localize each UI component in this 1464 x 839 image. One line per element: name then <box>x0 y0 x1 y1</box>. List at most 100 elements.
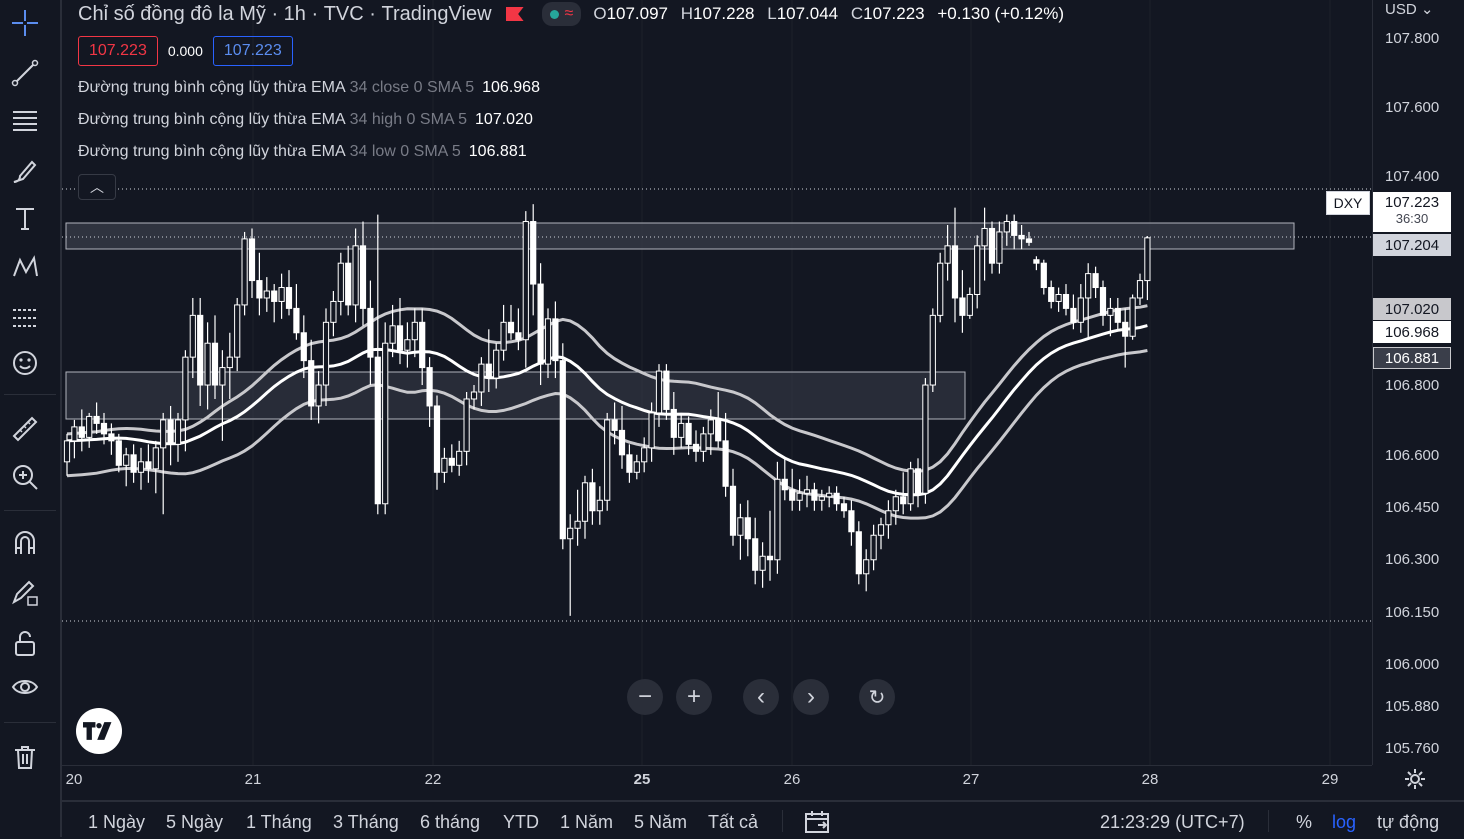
indicator-params: 34 high 0 SMA 5 <box>349 111 468 128</box>
reset-chart-button[interactable]: ↻ <box>859 679 895 715</box>
candle-body <box>663 370 670 410</box>
candle-body <box>123 454 130 466</box>
candle-body <box>152 447 159 470</box>
candle-body <box>574 520 581 529</box>
candle-body <box>271 290 278 302</box>
candle-body <box>670 408 677 438</box>
candle-body <box>781 478 788 491</box>
candle-body <box>493 349 500 379</box>
range-all[interactable]: Tất cả <box>708 812 759 832</box>
magnet-tool[interactable] <box>6 524 44 562</box>
symbol-header: Chỉ số đồng đô la Mỹ · 1h · TVC · Tradin… <box>78 2 1072 26</box>
range-1d[interactable]: 1 Ngày <box>88 812 146 832</box>
brush-tool[interactable] <box>6 152 44 190</box>
log-toggle[interactable]: log <box>1332 812 1357 832</box>
go-to-date-button[interactable] <box>804 810 830 834</box>
delete-tool[interactable] <box>6 738 44 776</box>
price-tick: 106.600 <box>1385 447 1440 464</box>
indicator-legend-ema-close[interactable]: Đường trung bình cộng lũy thừa EMA 34 clo… <box>78 79 540 97</box>
range-5d[interactable]: 5 Ngày <box>166 812 224 832</box>
bar-countdown: 36:30 <box>1395 211 1429 226</box>
indicator-legend-ema-high[interactable]: Đường trung bình cộng lũy thừa EMA 34 hig… <box>78 111 533 129</box>
ohlc-value: 107.223 <box>863 4 925 23</box>
candle-body <box>167 419 174 445</box>
text-tool[interactable] <box>6 200 44 238</box>
candle-body <box>914 468 922 494</box>
eye-icon <box>11 680 39 694</box>
bottom-separator <box>782 810 783 832</box>
ohlc-key: C <box>850 4 864 23</box>
lock-all-tool[interactable] <box>6 624 44 662</box>
range-6m[interactable]: 6 tháng <box>420 812 481 832</box>
crosshair-tool[interactable] <box>6 4 44 42</box>
clock[interactable]: 21:23:29 (UTC+7) <box>1100 812 1245 832</box>
percent-toggle[interactable]: % <box>1296 812 1313 832</box>
candle-body <box>1025 238 1033 243</box>
buy-button[interactable]: 107.223 <box>212 36 293 66</box>
auto-toggle[interactable]: tự động <box>1377 812 1440 832</box>
market-status-pill[interactable]: ≈ <box>541 2 582 26</box>
lock-drawing-tool[interactable] <box>6 574 44 612</box>
flag-icon[interactable] <box>505 7 524 21</box>
candle-body <box>655 370 663 414</box>
candle-body <box>722 440 729 487</box>
candle-body <box>789 489 796 501</box>
candle-body <box>382 342 389 505</box>
candle-body <box>345 262 352 306</box>
price-chart[interactable] <box>62 0 1372 765</box>
time-label: 27 <box>962 771 980 788</box>
candle-body <box>433 405 441 473</box>
zoom-in-button[interactable]: + <box>676 679 712 715</box>
candle-body <box>522 221 529 341</box>
hide-tool[interactable] <box>6 668 44 706</box>
zoom-out-button[interactable]: − <box>627 679 663 715</box>
pattern-tool[interactable] <box>6 248 44 286</box>
candle-body <box>959 297 966 316</box>
candle-body <box>322 321 330 386</box>
time-label: 22 <box>424 771 442 788</box>
currency-selector[interactable]: USD ⌄ <box>1385 0 1433 18</box>
range-1y[interactable]: 1 Năm <box>560 812 614 832</box>
sell-button[interactable]: 107.223 <box>78 36 158 66</box>
bottom-toolbar: 1 Ngày 5 Ngày 1 Tháng 3 Tháng 6 tháng YT… <box>62 800 1464 839</box>
candle-body <box>589 482 596 512</box>
candle-body <box>552 318 559 362</box>
candle-body <box>137 461 145 473</box>
trend-line-tool[interactable] <box>6 54 44 92</box>
scroll-right-button[interactable]: › <box>793 679 829 715</box>
candle-body <box>759 555 766 571</box>
candle-body <box>974 245 981 295</box>
range-ytd[interactable]: YTD <box>503 812 539 832</box>
range-5y[interactable]: 5 Năm <box>634 812 688 832</box>
indicator-legend-ema-low[interactable]: Đường trung bình cộng lũy thừa EMA 34 low… <box>78 143 527 161</box>
trade-buttons: 107.223 0.000 107.223 <box>78 36 293 66</box>
range-3m[interactable]: 3 Tháng <box>333 812 399 832</box>
candle-body <box>396 325 404 351</box>
chart-settings-button[interactable] <box>1402 766 1428 792</box>
candle-body <box>559 360 566 540</box>
forecast-tool[interactable] <box>6 298 44 336</box>
scroll-left-button[interactable]: ‹ <box>743 679 779 715</box>
ruler-icon <box>12 416 38 442</box>
zoom-tool[interactable] <box>6 458 44 496</box>
interval[interactable]: 1h <box>283 2 306 25</box>
symbol-name[interactable]: Chỉ số đồng đô la Mỹ <box>78 2 266 25</box>
price-scale[interactable]: USD ⌄ 107.800 107.600 107.400 106.800 10… <box>1372 0 1464 765</box>
lock-open-icon <box>15 631 35 656</box>
collapse-legend-button[interactable]: ︿ <box>78 174 116 200</box>
source: TradingView <box>381 2 492 25</box>
range-1m[interactable]: 1 Tháng <box>246 812 312 832</box>
tradingview-logo[interactable] <box>76 708 122 754</box>
candle-body <box>877 524 885 536</box>
candle-body <box>1122 321 1129 337</box>
measure-tool[interactable] <box>6 410 44 448</box>
emoji-tool[interactable] <box>6 344 44 382</box>
drawing-toolbar <box>0 0 62 837</box>
time-axis[interactable]: 20 21 22 25 26 27 28 29 <box>62 765 1372 794</box>
price-tick: 105.760 <box>1385 740 1440 757</box>
candle-body <box>485 363 492 379</box>
candle-body <box>367 307 374 358</box>
zone-price-label: 107.204 <box>1373 234 1451 256</box>
time-label: 28 <box>1141 771 1159 788</box>
fib-tool[interactable] <box>6 102 44 140</box>
